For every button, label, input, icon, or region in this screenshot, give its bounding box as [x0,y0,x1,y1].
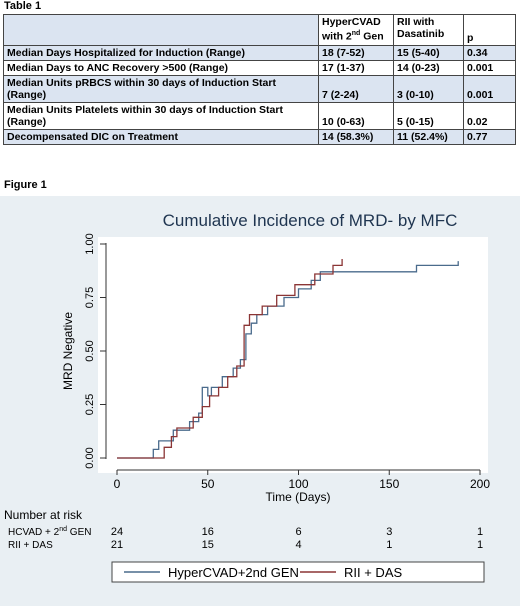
legend [111,561,485,583]
risk-row-label: HCVAD + 2nd GEN [8,526,91,538]
y-tick-label: 0.50 [84,340,96,361]
cell-rii: 11 (52.4%) [393,129,464,145]
table-title: Table 1 [4,0,42,12]
cell-p: 0.02 [463,102,516,130]
cell-hypercvad: 14 (58.3%) [318,129,394,145]
row-label: Median Days to ANC Recovery >500 (Range) [3,60,319,76]
header-hypercvad: HyperCVAD with 2nd Gen [318,14,394,46]
cell-hypercvad: 17 (1-37) [318,60,394,76]
results-table: HyperCVAD with 2nd Gen RII with Dasatini… [3,14,516,145]
row-label: Decompensated DIC on Treatment [3,129,319,145]
cell-p: 0.001 [463,60,516,76]
header-p: p [463,14,516,46]
cell-rii: 15 (5-40) [393,45,464,61]
y-tick-label: 0.75 [84,287,96,308]
x-tick-label: 0 [114,477,121,491]
row-label: Median Units Platelets within 30 days of… [3,102,319,130]
row-label: Median Units pRBCS within 30 days of Ind… [3,75,319,103]
x-tick-label: 150 [379,477,399,491]
risk-value: 1 [477,526,483,538]
risk-value: 1 [386,539,392,551]
x-tick-label: 200 [470,477,490,491]
plot-area [98,237,488,473]
risk-table-title: Number at risk [4,508,83,522]
risk-value: 15 [202,539,214,551]
y-tick-label: 0.25 [84,394,96,415]
cell-rii: 5 (0-15) [393,102,464,130]
series-line-1 [117,261,459,459]
risk-value: 21 [111,539,123,551]
row-label: Median Days Hospitalized for Induction (… [3,45,319,61]
risk-value: 4 [295,539,301,551]
risk-value: 3 [386,526,392,538]
incidence-chart: Cumulative Incidence of MRD- by MFC 0.00… [4,211,490,583]
table-header-row: HyperCVAD with 2nd Gen RII with Dasatini… [3,14,516,46]
table-row: Decompensated DIC on Treatment 14 (58.3%… [3,129,516,145]
cell-p: 0.77 [463,129,516,145]
x-tick-label: 100 [288,477,308,491]
risk-row-label: RII + DAS [8,540,53,551]
table-row: Median Days to ANC Recovery >500 (Range)… [3,60,516,76]
series-line-2 [117,259,343,459]
x-axis-label: Time (Days) [266,490,331,504]
cell-hypercvad: 18 (7-52) [318,45,394,61]
risk-value: 6 [295,526,301,538]
cell-hypercvad: 10 (0-63) [318,102,394,130]
risk-value: 24 [111,526,123,538]
cell-hypercvad: 7 (2-24) [318,75,394,103]
legend-label: RII + DAS [344,565,402,580]
cell-rii: 3 (0-10) [393,75,464,103]
cell-rii: 14 (0-23) [393,60,464,76]
table-row: Median Units Platelets within 30 days of… [3,102,516,130]
legend-label: HyperCVAD+2nd GEN [168,565,299,580]
cell-p: 0.34 [463,45,516,61]
figure-title: Figure 1 [4,179,47,191]
y-tick-label: 0.00 [84,447,96,468]
table-row: Median Units pRBCS within 30 days of Ind… [3,75,516,103]
x-tick-label: 50 [201,477,215,491]
table-row: Median Days Hospitalized for Induction (… [3,45,516,61]
cell-p: 0.001 [463,75,516,103]
chart-title: Cumulative Incidence of MRD- by MFC [163,211,458,230]
header-rii: RII with Dasatinib [393,14,464,46]
y-axis-label: MRD Negative [61,312,75,390]
figure-panel: Cumulative Incidence of MRD- by MFC 0.00… [0,196,520,606]
risk-value: 16 [202,526,214,538]
y-tick-label: 1.00 [84,233,96,254]
table-header-stub [3,14,319,46]
risk-value: 1 [477,539,483,551]
